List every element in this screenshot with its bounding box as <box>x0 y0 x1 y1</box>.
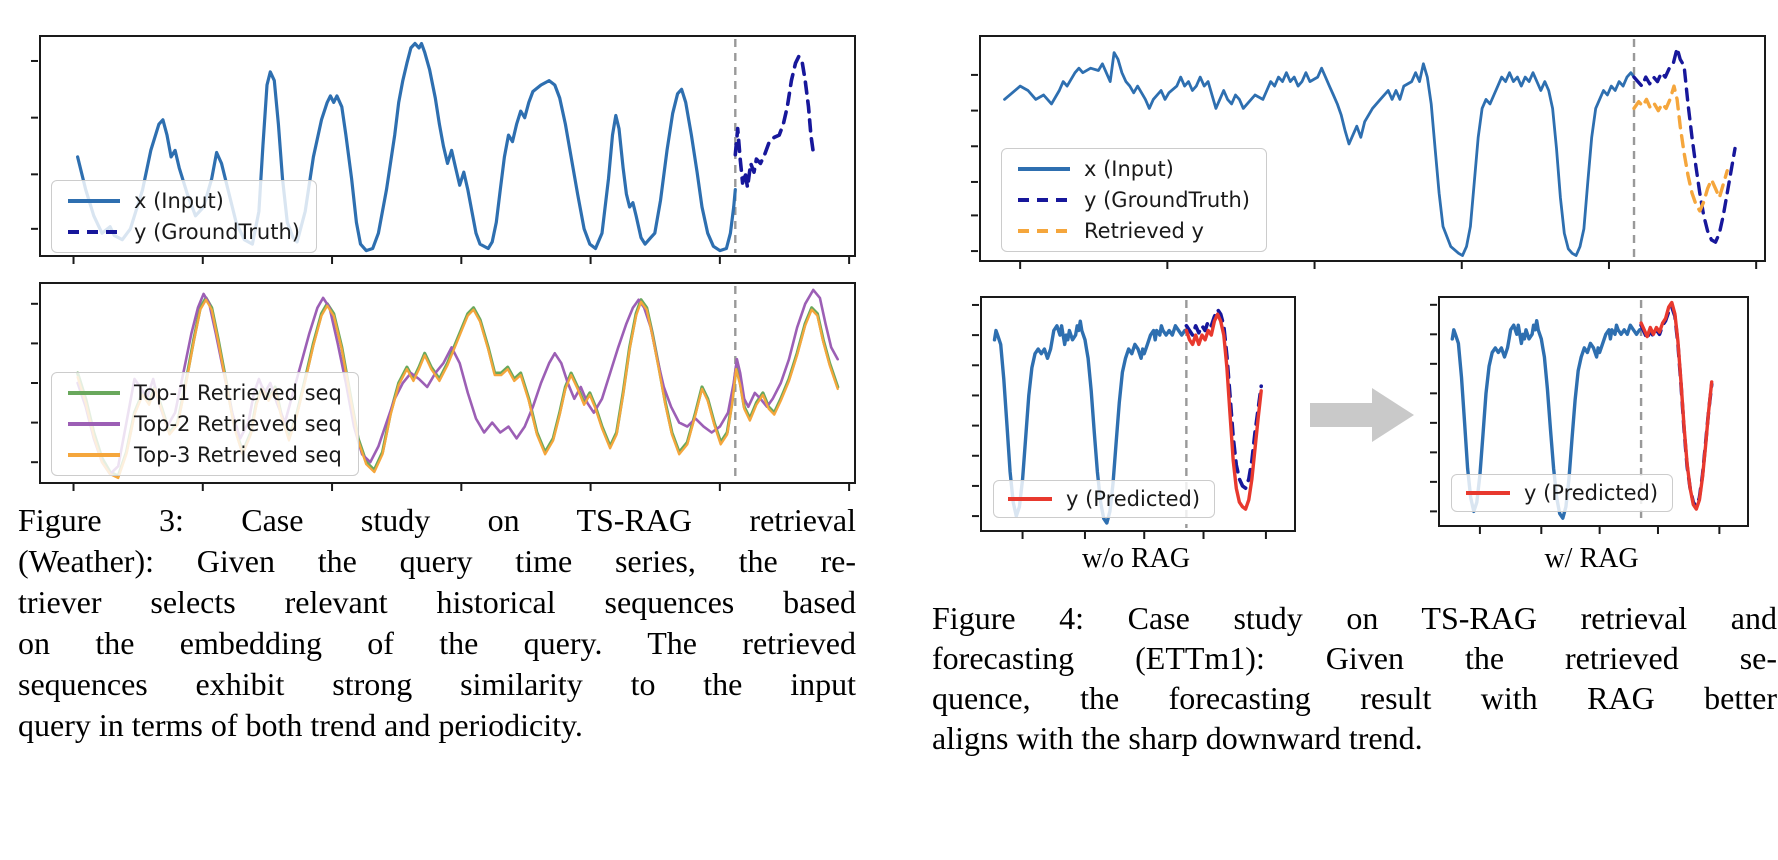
legend-item: Retrieved y <box>1018 219 1250 243</box>
fig3-bottom-legend: Top-1 Retrieved seq Top-2 Retrieved seq … <box>51 371 359 476</box>
legend-label: y (Predicted) <box>1066 486 1201 511</box>
caption-line: quence, the forecasting result with RAG … <box>932 680 1777 716</box>
line-sample-dashed <box>1018 228 1070 233</box>
legend-label: Retrieved y <box>1084 218 1204 243</box>
caption-line: Figure 4: Case study on TS-RAG retrieval… <box>932 600 1777 636</box>
line-sample-solid <box>68 452 120 457</box>
legend-label: Top-3 Retrieved seq <box>134 442 342 467</box>
wrag-label: w/ RAG <box>1544 543 1639 574</box>
fig4-top-plot: x (Input) y (GroundTruth) Retrieved y <box>971 35 1766 269</box>
fig4-top-legend: x (Input) y (GroundTruth) Retrieved y <box>1001 147 1267 252</box>
line-sample-solid <box>68 421 120 426</box>
caption-line: forecasting (ETTm1): Given the retrieved… <box>932 640 1777 676</box>
figure3-caption: Figure 3: Case study on TS-RAG retrieval… <box>18 500 856 746</box>
legend-item: y (Predicted) <box>1008 487 1200 511</box>
fig3-bottom-plot: Top-1 Retrieved seq Top-2 Retrieved seq … <box>31 282 856 491</box>
legend-label: y (GroundTruth) <box>134 220 300 245</box>
fig4-worag-legend: y (Predicted) <box>993 479 1216 518</box>
line-sample-solid <box>68 199 120 204</box>
legend-label: y (GroundTruth) <box>1084 187 1250 212</box>
fig3-top-legend: x (Input) y (GroundTruth) <box>51 180 317 254</box>
caption-line: sequences exhibit strong similarity to t… <box>18 666 856 702</box>
line-sample-solid <box>1008 496 1052 501</box>
legend-item: Top-2 Retrieved seq <box>68 412 342 436</box>
caption-line: on the embedding of the query. The retri… <box>18 625 856 661</box>
legend-item: x (Input) <box>1018 157 1250 181</box>
fig3-top-plot: x (Input) y (GroundTruth) <box>31 35 856 264</box>
fig4-wrag-plot: y (Predicted) <box>1430 296 1749 534</box>
figure4-caption: Figure 4: Case study on TS-RAG retrieval… <box>932 598 1777 758</box>
line-sample-dashed <box>68 230 120 235</box>
caption-line: triever selects relevant historical sequ… <box>18 584 856 620</box>
caption-line: Figure 3: Case study on TS-RAG retrieval <box>18 502 856 538</box>
legend-item: x (Input) <box>68 189 300 213</box>
line-sample-solid <box>68 390 120 395</box>
caption-line: (Weather): Given the query time series, … <box>18 543 856 579</box>
arrow-head <box>1372 388 1414 442</box>
legend-label: x (Input) <box>1084 156 1174 181</box>
line-sample-dashed <box>1018 197 1070 202</box>
line-sample-solid <box>1466 490 1510 495</box>
legend-label: x (Input) <box>134 189 224 213</box>
caption-line: aligns with the sharp downward trend. <box>932 720 1423 756</box>
legend-item: y (GroundTruth) <box>68 220 300 244</box>
worag-label: w/o RAG <box>1081 543 1191 574</box>
legend-item: y (GroundTruth) <box>1018 188 1250 212</box>
legend-label: Top-1 Retrieved seq <box>134 380 342 405</box>
caption-line: query in terms of both trend and periodi… <box>18 707 583 743</box>
legend-label: Top-2 Retrieved seq <box>134 411 342 436</box>
fig4-wrag-legend: y (Predicted) <box>1451 473 1674 512</box>
legend-item: y (Predicted) <box>1466 481 1658 505</box>
arrow-body <box>1310 403 1372 427</box>
line-sample-solid <box>1018 166 1070 171</box>
legend-item: Top-3 Retrieved seq <box>68 443 342 467</box>
fig4-worag-plot: y (Predicted) <box>972 296 1296 539</box>
legend-label: y (Predicted) <box>1524 480 1659 505</box>
legend-item: Top-1 Retrieved seq <box>68 381 342 405</box>
